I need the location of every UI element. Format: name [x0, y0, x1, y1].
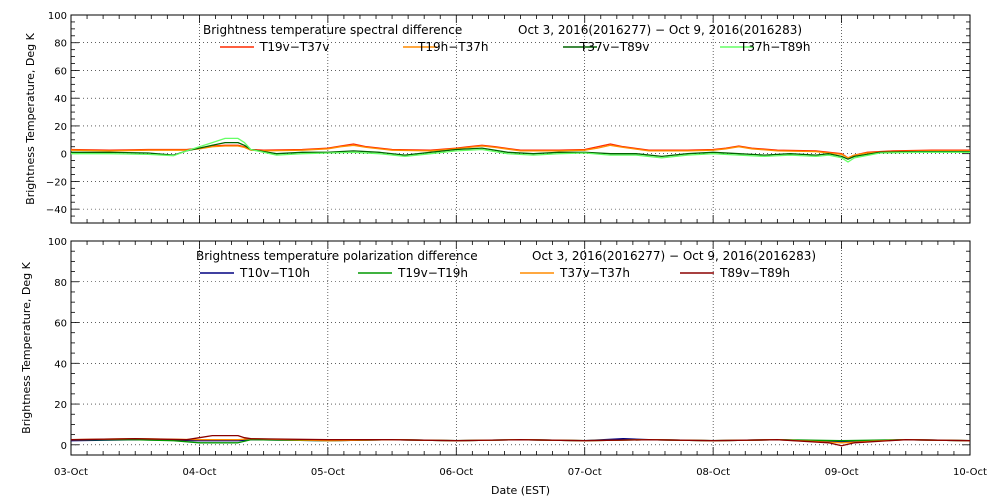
plot1-ytick-label: 60	[54, 66, 67, 77]
plot2-ytick-label: 80	[54, 278, 67, 289]
plot2-legend-label-3: T37v−T37h	[559, 266, 630, 280]
plot2-xtick-label: 07-Oct	[568, 467, 602, 478]
plot2-legend-label-1: T10v−T10h	[239, 266, 310, 280]
plot2-xtick-label: 03-Oct	[54, 467, 88, 478]
plot1-ytick-label: −20	[46, 177, 67, 188]
plot1-ytick-label: 100	[48, 11, 67, 22]
plot1-ytick-label: 0	[61, 150, 67, 161]
plot2-series-line-4	[70, 434, 971, 447]
plot1-series-line-1	[70, 143, 970, 159]
plot2-ylabel: Brightness Temperature, Deg K	[20, 261, 33, 433]
plot1-series-line-3	[71, 141, 970, 160]
plot2-title: Brightness temperature polarization diff…	[196, 249, 478, 263]
plot2-xtick-label: 09-Oct	[825, 467, 859, 478]
plot1-ytick-label: 40	[54, 94, 67, 105]
plot2-xtick-label: 06-Oct	[439, 467, 473, 478]
plot1-legend-label-1: T19v−T37v	[259, 40, 329, 54]
plot1-legend-label-3: T37v−T89v	[579, 40, 649, 54]
plot2-xtick-label: 10-Oct	[953, 467, 987, 478]
plot2-date-range: Oct 3, 2016(2016277) − Oct 9, 2016(20162…	[532, 249, 816, 263]
plot1-ylabel: Brightness Temperature, Deg K	[24, 32, 37, 204]
plot1-ytick-label: 80	[54, 39, 67, 50]
plot1-legend-label-4: T37h−T89h	[739, 40, 810, 54]
plot1-ytick-label: −40	[46, 205, 67, 216]
plot2-ytick-label: 0	[61, 441, 67, 452]
plot2-xtick-label: 08-Oct	[696, 467, 730, 478]
plot2-legend-label-2: T19v−T19h	[397, 266, 468, 280]
plot2-ytick-label: 40	[54, 359, 67, 370]
plot1-ytick-label: 20	[54, 122, 67, 133]
plot2-xtick-label: 05-Oct	[311, 467, 345, 478]
plot2-legend-label-4: T89v−T89h	[719, 266, 790, 280]
plot2-ytick-label: 100	[48, 237, 67, 248]
plot1-date-range: Oct 3, 2016(2016277) − Oct 9, 2016(20162…	[518, 23, 802, 37]
plot1-series-line-4	[71, 137, 970, 163]
plot2-xlabel: Date (EST)	[491, 484, 550, 497]
plot2-xtick-label: 04-Oct	[182, 467, 216, 478]
plot1-legend-label-2: T19h−T37h	[417, 40, 488, 54]
plot2-ytick-label: 20	[54, 400, 67, 411]
plot1-title: Brightness temperature spectral differen…	[203, 23, 462, 37]
plot1-series-line-2	[70, 144, 970, 159]
plot2-ytick-label: 60	[54, 319, 67, 330]
